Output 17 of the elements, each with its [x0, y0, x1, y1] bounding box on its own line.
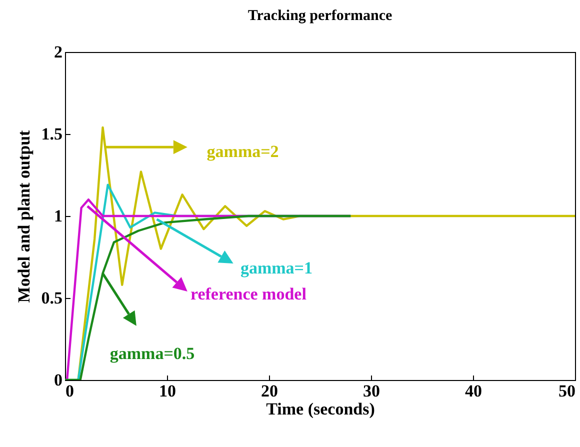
x-tick-label: 50	[558, 382, 576, 400]
x-tick-label: 10	[159, 382, 176, 400]
y-tick-label: 0.5	[41, 288, 62, 308]
legend-label: reference model	[190, 284, 307, 304]
legend-label: gamma=1	[240, 258, 312, 278]
legend-label: gamma=2	[206, 142, 279, 162]
x-tick-label: 0	[66, 382, 74, 400]
y-tick-label: 2	[54, 42, 62, 62]
y-axis-title: Model and plant output	[14, 130, 34, 303]
x-tick-label: 30	[363, 382, 380, 400]
y-tick-label: 1	[54, 206, 62, 226]
y-tick-label: 1.5	[41, 124, 62, 144]
x-tick-label: 40	[465, 382, 482, 400]
chart-title: Tracking performance	[248, 8, 392, 24]
x-axis-title: Time (seconds)	[266, 400, 375, 418]
series-label: gamma=0.5	[110, 344, 195, 363]
x-tick-label: 20	[261, 382, 278, 400]
